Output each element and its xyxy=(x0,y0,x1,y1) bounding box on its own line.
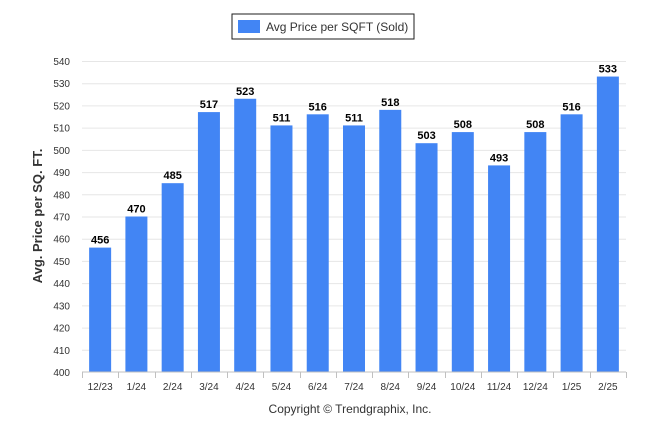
legend-box xyxy=(231,13,415,40)
bar-value-label: 516 xyxy=(309,101,327,113)
bar-value-label: 523 xyxy=(236,86,254,98)
x-tick-label: 12/23 xyxy=(88,382,113,393)
x-tick-label: 1/25 xyxy=(562,382,582,393)
bar-value-label: 533 xyxy=(599,64,617,76)
bar-value-label: 511 xyxy=(345,112,363,124)
bar[interactable] xyxy=(379,109,402,372)
bar[interactable] xyxy=(343,125,365,373)
bar[interactable] xyxy=(125,216,148,373)
bar[interactable] xyxy=(306,114,329,373)
data-labels: 456 470 485 517 523 511 516 511 518 503 508 493 508 5… xyxy=(91,64,617,247)
bar-value-label: 508 xyxy=(526,119,544,131)
bar[interactable] xyxy=(161,183,184,372)
y-tick-label: 430 xyxy=(53,301,70,312)
bar[interactable] xyxy=(596,76,619,373)
y-tick-label: 500 xyxy=(53,146,70,157)
bar-value-label: 493 xyxy=(490,152,508,164)
y-tick-label: 480 xyxy=(53,190,70,201)
copyright-credit: Copyright © Trendgraphix, Inc. xyxy=(269,402,432,416)
x-tick-label: 9/24 xyxy=(417,382,437,393)
bar-value-label: 508 xyxy=(454,119,472,131)
y-tick-label: 520 xyxy=(53,101,70,112)
y-tick-label: 410 xyxy=(53,346,70,357)
x-tick-label: 2/25 xyxy=(598,382,618,393)
y-tick-label: 530 xyxy=(53,79,70,90)
x-tick-label: 3/24 xyxy=(199,382,219,393)
y-tick-label: 540 xyxy=(53,57,70,68)
y-tick-label: 460 xyxy=(53,235,70,246)
bar[interactable] xyxy=(234,98,257,372)
legend-label: Avg Price per SQFT (Sold) xyxy=(266,20,408,34)
x-axis-ticks: 12/23 1/24 2/24 3/24 4/24 5/24 6/24 7/24 8/24 9/2… xyxy=(82,372,627,393)
y-tick-label: 490 xyxy=(53,168,70,179)
bar-value-label: 516 xyxy=(562,101,580,113)
bar[interactable] xyxy=(451,132,474,372)
y-axis-ticks: 400 410 420 430 440 450 460 470 480 490 500 510 520 5… xyxy=(53,57,70,379)
bar-value-label: 470 xyxy=(127,204,145,216)
x-tick-label: 12/24 xyxy=(523,382,548,393)
bar-value-label: 517 xyxy=(200,99,218,111)
x-tick-label: 7/24 xyxy=(344,382,364,393)
bar[interactable] xyxy=(560,114,583,373)
y-tick-label: 470 xyxy=(53,213,70,224)
x-tick-label: 1/24 xyxy=(127,382,147,393)
bar[interactable] xyxy=(524,132,547,372)
y-tick-label: 400 xyxy=(53,368,70,379)
bar[interactable] xyxy=(89,247,112,372)
bar[interactable] xyxy=(415,143,438,372)
legend[interactable]: Avg Price per SQFT (Sold) xyxy=(231,13,415,40)
bar[interactable] xyxy=(270,125,293,373)
bar-value-label: 518 xyxy=(381,97,399,109)
bar-value-label: 503 xyxy=(417,130,435,142)
x-tick-label: 2/24 xyxy=(163,382,183,393)
bar-series xyxy=(89,76,619,373)
x-tick-label: 4/24 xyxy=(235,382,255,393)
x-tick-label: 8/24 xyxy=(381,382,401,393)
x-tick-label: 5/24 xyxy=(272,382,292,393)
bar-value-label: 485 xyxy=(163,170,181,182)
x-tick-label: 6/24 xyxy=(308,382,328,393)
x-tick-label: 10/24 xyxy=(450,382,475,393)
y-tick-label: 420 xyxy=(53,324,70,335)
y-tick-label: 440 xyxy=(53,279,70,290)
y-axis-title: Avg. Price per SQ. FT. xyxy=(30,149,45,284)
legend-swatch xyxy=(238,20,260,33)
y-tick-label: 510 xyxy=(53,124,70,135)
bar[interactable] xyxy=(488,165,511,372)
bar-value-label: 511 xyxy=(273,112,291,124)
x-tick-label: 11/24 xyxy=(487,382,512,393)
bar[interactable] xyxy=(197,112,220,372)
bar-value-label: 456 xyxy=(91,235,109,247)
y-tick-label: 450 xyxy=(53,257,70,268)
